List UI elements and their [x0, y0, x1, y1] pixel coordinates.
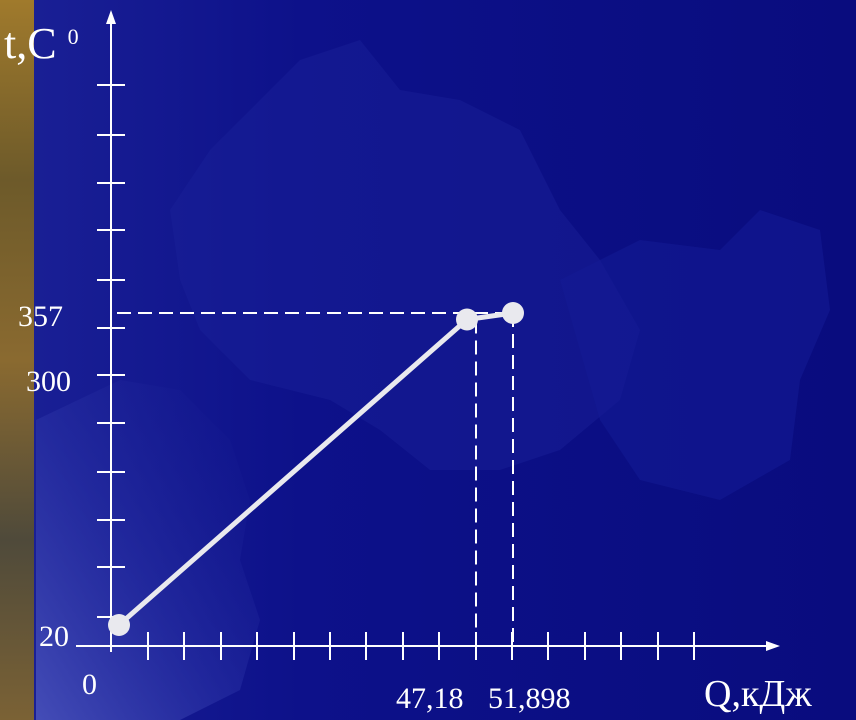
- y-tick-label-300: 300: [26, 365, 71, 398]
- x-axis-arrow: [766, 641, 780, 651]
- y-axis-label-superscript: 0: [68, 24, 79, 49]
- y-tick-label-20: 20: [39, 620, 69, 653]
- y-tick-label-357: 357: [18, 300, 63, 333]
- right-gear-shape: [560, 210, 830, 500]
- x-axis-label: Q,кДж: [704, 673, 812, 715]
- series-group: [108, 302, 524, 636]
- reference-lines: [117, 312, 514, 646]
- decorative-gears: [36, 40, 830, 720]
- y-axis-label: t,C 0: [4, 19, 79, 68]
- origin-label: 0: [82, 668, 97, 701]
- axis-labels: t,C 0 Q,кДж 0 20 300 357 47,18 51,898: [4, 19, 812, 715]
- y-axis-arrow: [106, 10, 116, 24]
- large-gear-shape: [170, 40, 640, 470]
- small-gear-shape: [36, 380, 260, 720]
- data-point-0: [108, 614, 130, 636]
- x-tick-label-51-898: 51,898: [488, 682, 571, 715]
- x-tick-label-47-18: 47,18: [396, 682, 464, 715]
- decorative-left-strip: [0, 0, 34, 720]
- axes: [76, 10, 780, 652]
- data-point-1: [456, 308, 478, 331]
- data-point-2: [502, 302, 524, 324]
- y-axis-label-text: t,C: [4, 19, 57, 68]
- tick-marks: [97, 84, 695, 660]
